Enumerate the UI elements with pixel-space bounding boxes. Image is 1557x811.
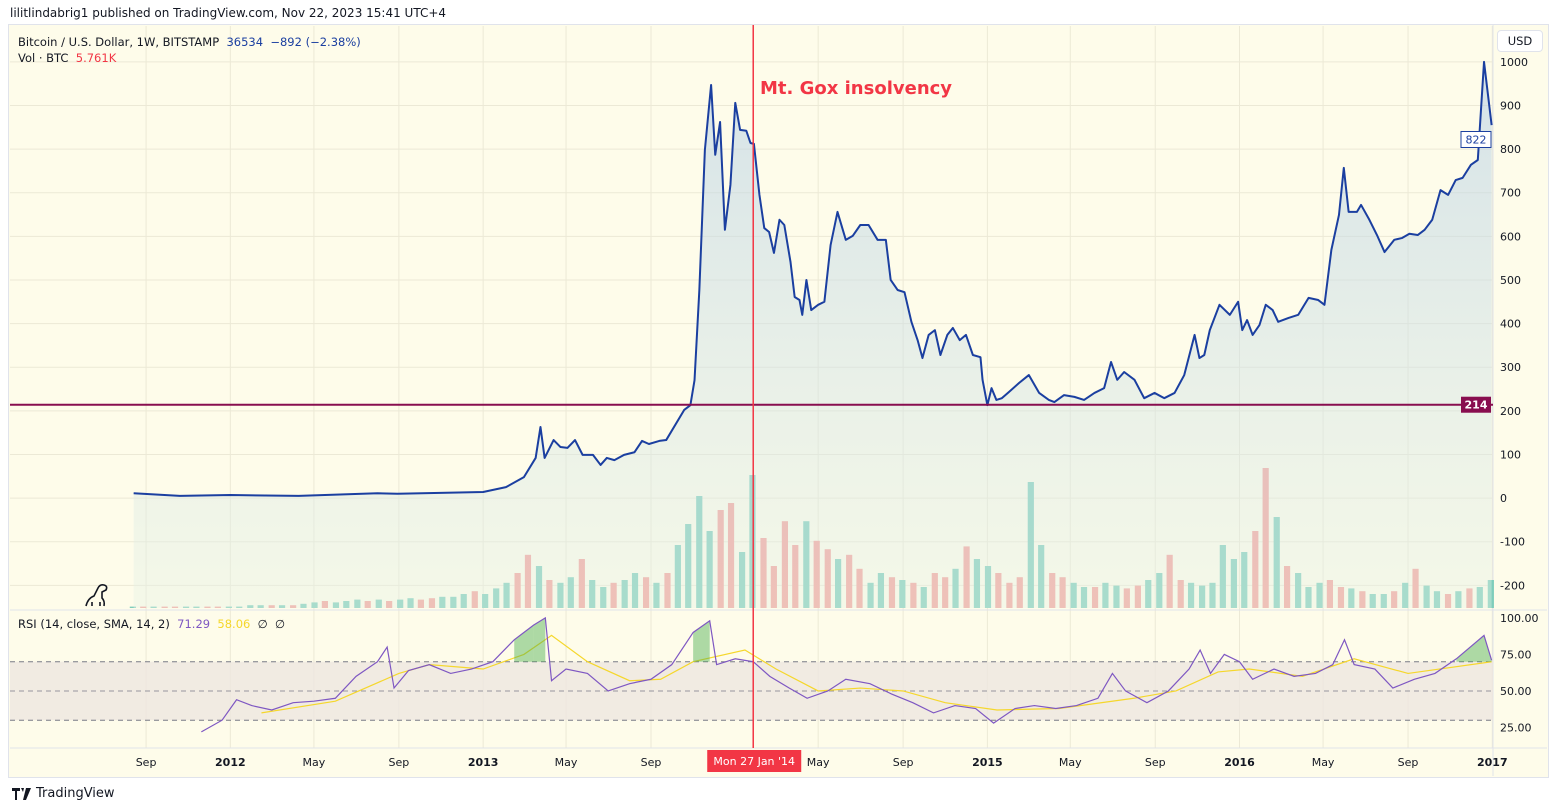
rsi-sma-line xyxy=(261,634,1492,714)
rsi-sma-value: 58.06 xyxy=(217,617,251,631)
rsi-axis-tick: 50.00 xyxy=(1500,685,1532,698)
rsi-overbought-fill xyxy=(514,625,534,662)
time-axis-tick: May xyxy=(807,756,830,769)
volume-label: Vol · BTC xyxy=(18,51,69,65)
rsi-axis-tick: 100.00 xyxy=(1500,612,1539,625)
rsi-extra-2: ∅ xyxy=(275,617,286,631)
price-axis-tick: 600 xyxy=(1500,230,1521,243)
time-axis-tick: 2012 xyxy=(215,756,246,769)
time-axis-tick: Sep xyxy=(389,756,410,769)
time-axis-tick: 2016 xyxy=(1224,756,1255,769)
price-axis-tick: 100 xyxy=(1500,448,1521,461)
currency-button[interactable]: USD xyxy=(1497,30,1543,52)
time-axis-tick: Sep xyxy=(641,756,662,769)
price-axis-tick: 300 xyxy=(1500,361,1521,374)
crosshair-date-tag xyxy=(707,750,802,772)
time-axis-tick: 2015 xyxy=(972,756,1003,769)
price-line xyxy=(133,60,1493,497)
rsi-value: 71.29 xyxy=(177,617,211,631)
rsi-overbought-fill xyxy=(693,620,710,662)
rsi-extra-1: ∅ xyxy=(257,617,268,631)
price-axis-tick: 900 xyxy=(1500,99,1521,112)
annotation-mt-gox: Mt. Gox insolvency xyxy=(760,78,953,99)
crosshair-date-text: Mon 27 Jan '14 xyxy=(713,755,795,768)
last-price: 36534 xyxy=(226,35,264,49)
time-axis-tick: 2017 xyxy=(1477,756,1508,769)
price-axis-tick: 500 xyxy=(1500,274,1521,287)
volume-value: 5.761K xyxy=(75,51,117,65)
dino-logo-icon xyxy=(85,584,108,607)
rsi-axis-tick: 25.00 xyxy=(1500,722,1532,735)
volume-legend: Vol · BTC 5.761K xyxy=(18,51,116,65)
price-axis-tick: 400 xyxy=(1500,318,1521,331)
tradingview-logo-icon xyxy=(12,787,31,800)
volume-bar xyxy=(129,606,136,608)
time-axis-tick: Sep xyxy=(1398,756,1419,769)
price-axis-tick: 1000 xyxy=(1500,56,1528,69)
time-axis-tick: Sep xyxy=(136,756,157,769)
rsi-label: RSI (14, close, SMA, 14, 2) xyxy=(18,617,170,631)
time-axis-tick: May xyxy=(1059,756,1082,769)
symbol-name: Bitcoin / U.S. Dollar, 1W, BITSTAMP xyxy=(18,35,220,49)
time-axis-tick: May xyxy=(303,756,326,769)
price-axis-tick: 200 xyxy=(1500,405,1521,418)
published-caption: lilitlindabrig1 published on TradingView… xyxy=(10,6,447,20)
price-axis-tick: -200 xyxy=(1500,579,1525,592)
last-price-tag-text: 822 xyxy=(1466,133,1487,146)
footer-brand: TradingView xyxy=(12,786,115,801)
time-axis-tick: Sep xyxy=(893,756,914,769)
time-axis-tick: May xyxy=(555,756,578,769)
time-axis-tick: Sep xyxy=(1145,756,1166,769)
rsi-axis-tick: 75.00 xyxy=(1500,648,1532,661)
symbol-legend: Bitcoin / U.S. Dollar, 1W, BITSTAMP 3653… xyxy=(18,35,361,49)
time-axis-tick: May xyxy=(1312,756,1335,769)
level-price-tag xyxy=(1461,396,1491,413)
footer-brand-text: TradingView xyxy=(36,786,115,801)
price-axis-tick: 700 xyxy=(1500,187,1521,200)
price-change: −892 (−2.38%) xyxy=(270,35,361,49)
time-axis-tick: 2013 xyxy=(468,756,499,769)
rsi-line xyxy=(201,616,1493,733)
rsi-legend: RSI (14, close, SMA, 14, 2) 71.29 58.06 … xyxy=(18,617,285,631)
price-axis-tick: 0 xyxy=(1500,492,1507,505)
last-price-tag xyxy=(1460,130,1492,148)
rsi-overbought-fill xyxy=(533,617,546,662)
level-price-tag-text: 214 xyxy=(1465,399,1488,412)
price-axis-tick: 800 xyxy=(1500,143,1521,156)
price-area xyxy=(133,61,1492,608)
price-axis-tick: -100 xyxy=(1500,536,1525,549)
